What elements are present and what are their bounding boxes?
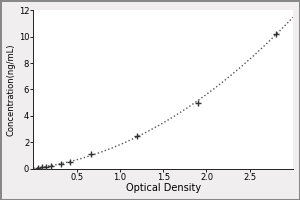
Y-axis label: Concentration(ng/mL): Concentration(ng/mL) [7,43,16,136]
X-axis label: Optical Density: Optical Density [126,183,201,193]
